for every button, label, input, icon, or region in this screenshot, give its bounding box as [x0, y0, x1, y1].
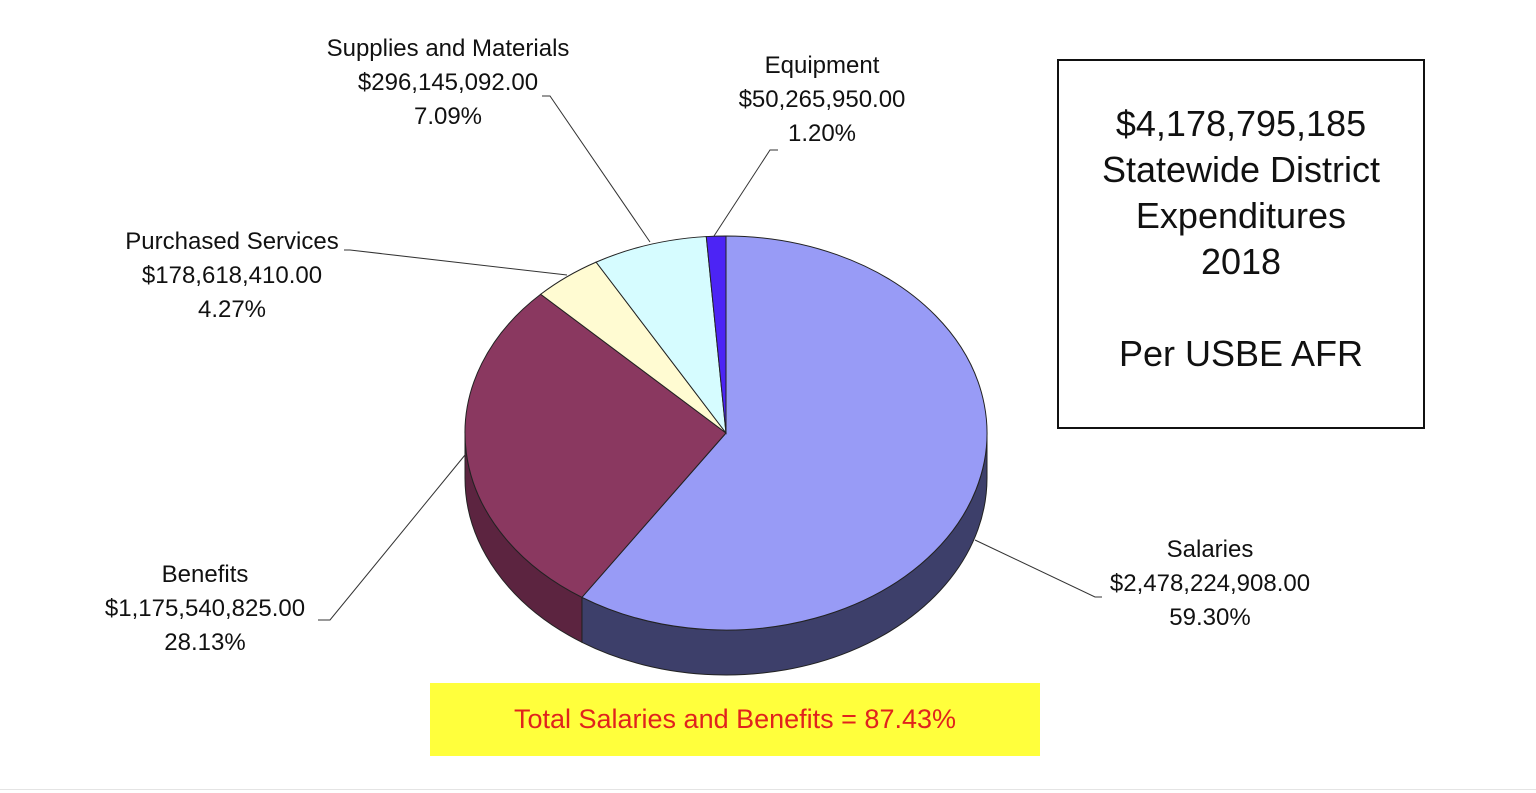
data-label-salaries-value: $2,478,224,908.00 [1110, 570, 1310, 597]
pie-slice-salaries [581, 235, 988, 631]
leader-line-equipment [713, 149, 778, 237]
data-label-purchased-services-name: Purchased Services [125, 228, 338, 255]
data-label-equipment-value: $50,265,950.00 [739, 86, 906, 113]
info-source: Per USBE AFR [1118, 333, 1364, 374]
data-label-purchased-services-percent: 4.27% [198, 296, 266, 323]
info-year: 2018 [1200, 241, 1282, 282]
data-label-supplies-and-materials-name: Supplies and Materials [327, 35, 570, 62]
leader-line-benefits [318, 454, 466, 621]
pie-slice-equipment [705, 235, 727, 434]
data-label-benefits-value: $1,175,540,825.00 [105, 595, 305, 622]
leader-line-purchased-services [344, 249, 568, 276]
total-banner: Total Salaries and Benefits = 87.43% [430, 683, 1040, 756]
data-label-benefits-percent: 28.13% [164, 629, 245, 656]
pie-slice-benefits [464, 293, 727, 598]
data-label-supplies-and-materials-percent: 7.09% [414, 103, 482, 130]
leader-line-supplies-and-materials [542, 95, 651, 243]
data-label-benefits-name: Benefits [162, 561, 249, 588]
total-expenditure: $4,178,795,185 [1115, 103, 1367, 144]
data-label-equipment-name: Equipment [765, 52, 880, 79]
data-label-salaries-name: Salaries [1167, 536, 1254, 563]
data-label-equipment-percent: 1.20% [788, 120, 856, 147]
data-label-salaries-percent: 59.30% [1169, 604, 1250, 631]
divider [0, 789, 1536, 790]
data-label-supplies-and-materials-value: $296,145,092.00 [358, 69, 538, 96]
info-line-2: Statewide District [1101, 149, 1381, 190]
info-line-3: Expenditures [1135, 195, 1347, 236]
data-label-purchased-services-value: $178,618,410.00 [142, 262, 322, 289]
info-box: $4,178,795,185 Statewide District Expend… [1057, 59, 1425, 429]
leader-line-salaries [974, 539, 1102, 598]
pie-slice-supplies-and-materials [595, 236, 727, 435]
